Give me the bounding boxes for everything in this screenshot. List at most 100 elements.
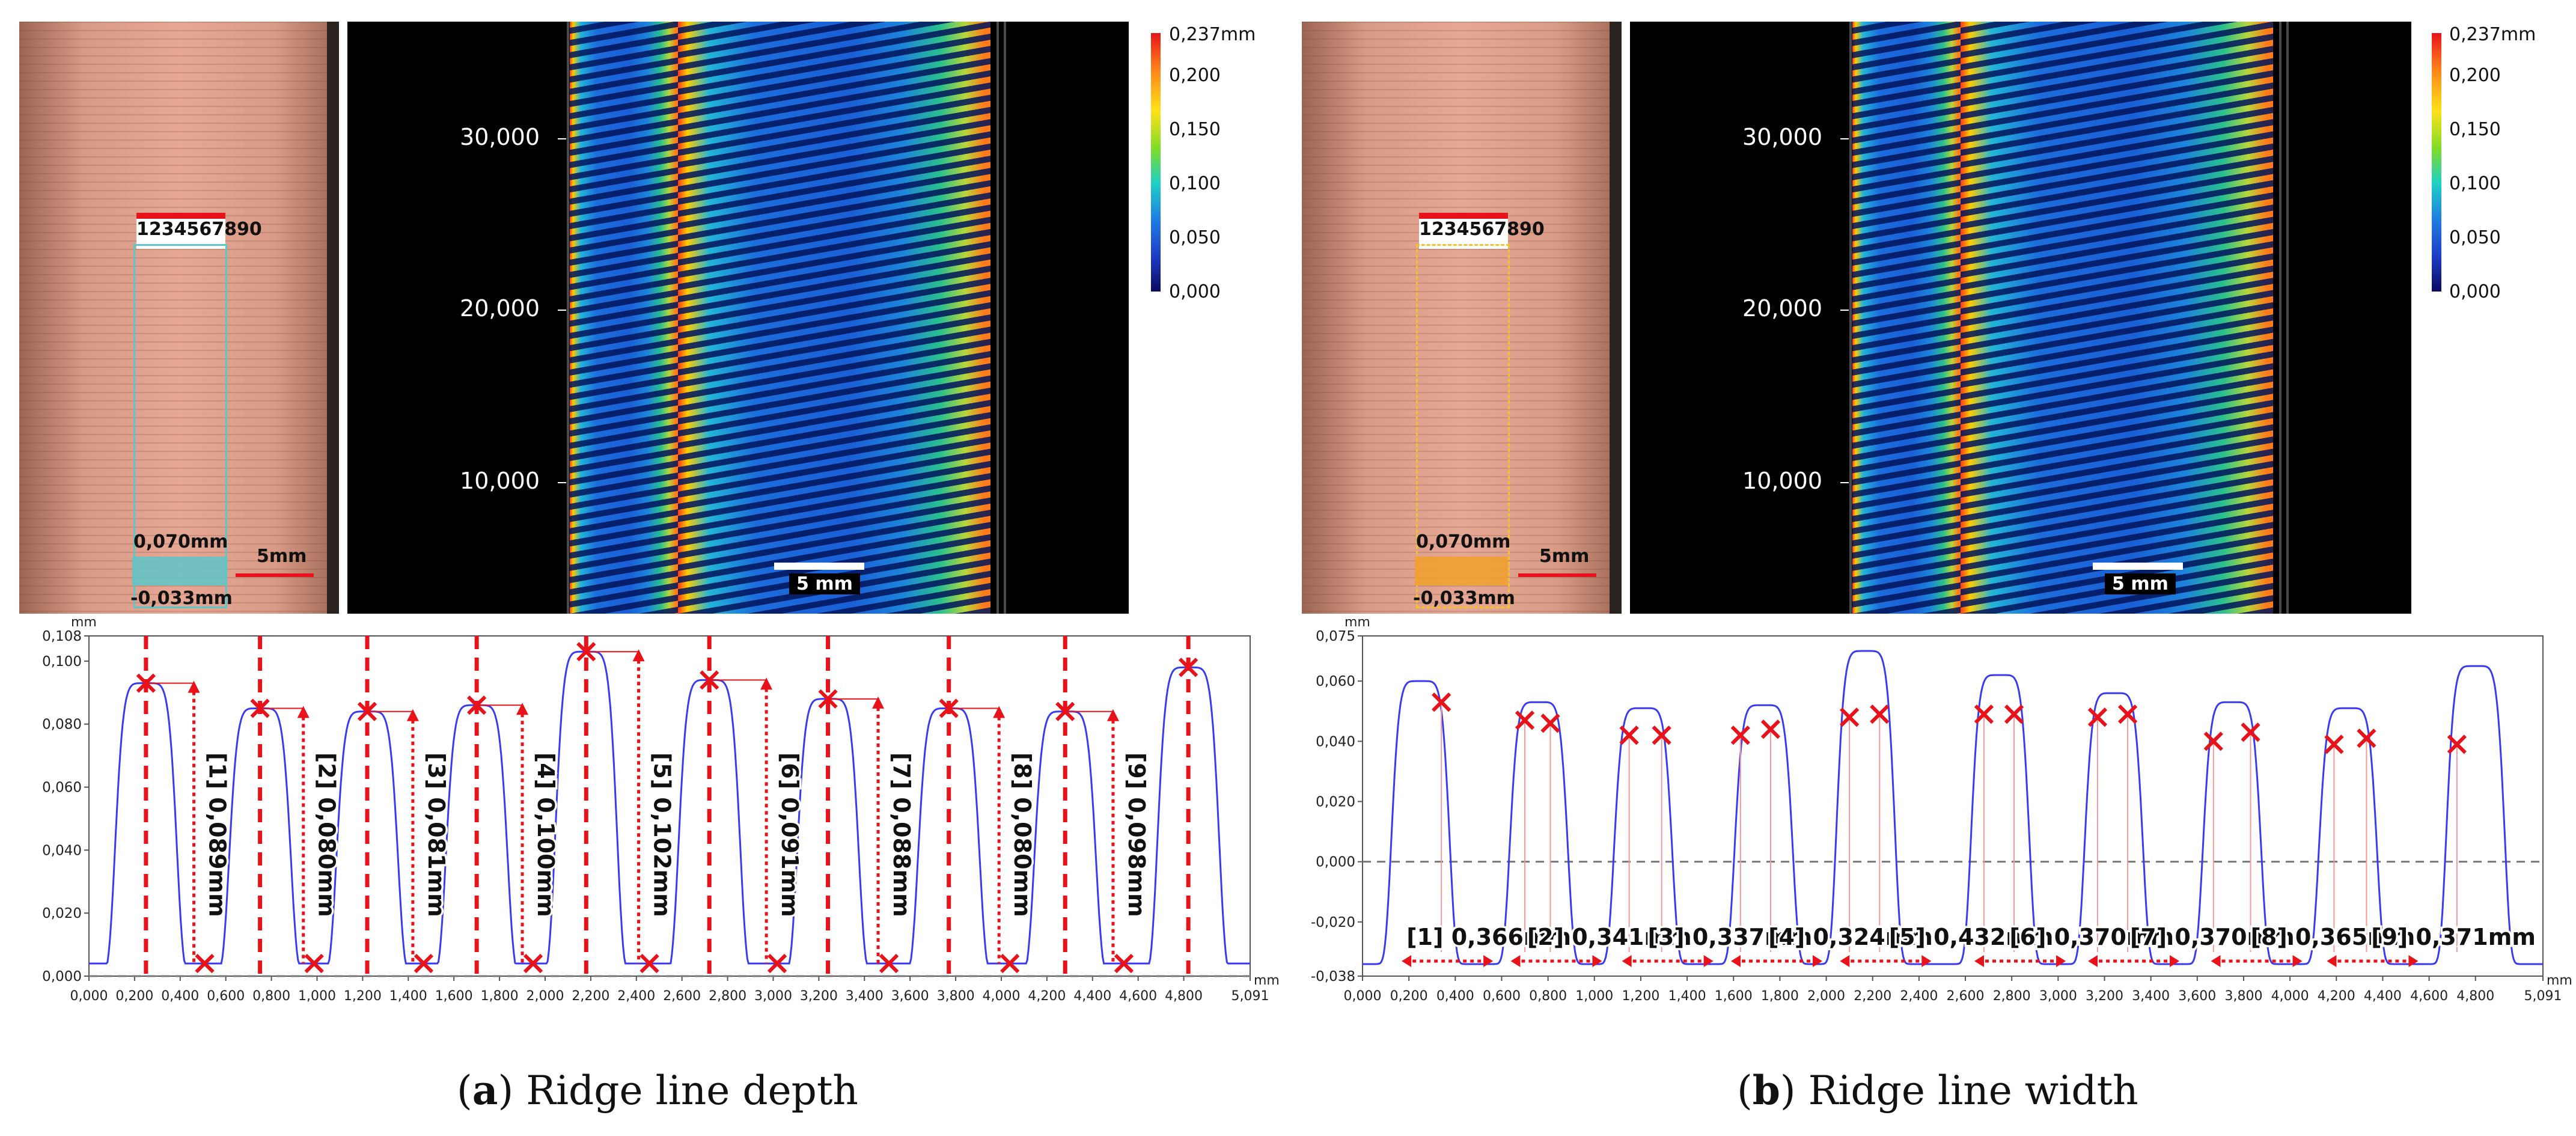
caption-prefix: ( (1737, 1067, 1753, 1114)
photo-label-bottom: -0,033mm (1413, 588, 1515, 609)
x-tick-label: 4,000 (982, 989, 1020, 1004)
arrow-head (1974, 954, 1985, 967)
y-tick-label: 30,000 (1742, 124, 1822, 150)
colorbar-label: 0,200 (2449, 65, 2501, 86)
caption-prefix: ( (457, 1067, 472, 1114)
scale-bar (774, 563, 864, 570)
width-profile-chart: mm mm -0,038 -0,020 0,000 0,020 0,040 0,060 0,07… (1311, 619, 2572, 1004)
x-tick-label: 3,000 (754, 989, 792, 1004)
x-tick-label: 0,400 (161, 989, 199, 1004)
x-tick-label: 4,400 (1073, 989, 1111, 1004)
scale-label: 5mm (1539, 546, 1590, 567)
colorbar-label: 0,150 (2449, 119, 2501, 140)
arrow-head (2211, 954, 2221, 967)
data-point-marker (639, 953, 659, 974)
separator (997, 22, 999, 614)
arrow-head (1592, 954, 1602, 967)
x-tick-label: 2,200 (572, 989, 609, 1004)
photo-label-top: 0,070mm (133, 531, 228, 552)
y-tick (558, 482, 566, 483)
x-tick-label: 3,800 (2224, 989, 2262, 1004)
arrow-head (2088, 954, 2098, 967)
plot-frame (1362, 635, 2544, 977)
data-point-marker (195, 953, 215, 974)
caption-text: ) Ridge line depth (498, 1067, 858, 1114)
y-tick-label: 10,000 (1742, 468, 1822, 494)
x-tick-label: 2,600 (1947, 989, 1985, 1004)
selection-rectangle (1416, 244, 1510, 608)
colorbar-label: 0,200 (1169, 65, 1221, 86)
marker-text: 1234567890 (1419, 219, 1545, 240)
y-tick (1840, 138, 1849, 139)
x-tick-label: 2,000 (526, 989, 564, 1004)
measurement-marker: 1234567890 (1419, 213, 1545, 249)
data-point-marker (523, 953, 543, 974)
data-point-marker (1055, 701, 1075, 721)
arrow-head (2408, 954, 2419, 967)
separator (567, 22, 569, 614)
x-axis-unit: mm (2547, 973, 2572, 988)
arrow-head (1921, 954, 1932, 967)
x-tick-label: 2,200 (1854, 989, 1891, 1004)
data-point-marker (767, 953, 787, 974)
measurement-label: [2] 0,080mm (314, 753, 340, 917)
ridge-band (1852, 22, 1961, 614)
data-point-marker (2241, 722, 2260, 742)
measurement-label: [9] 0,098mm (1123, 753, 1150, 917)
photo-edge (1610, 22, 1622, 614)
arrow-head (1510, 954, 1521, 967)
depth-profile-chart: mm mm 0,000 0,020 0,040 0,060 0,080 0,100 0,108 0… (42, 619, 1280, 1004)
scale-bar (236, 573, 314, 577)
x-tick-label: 4,200 (1028, 989, 1066, 1004)
x-tick-label: 2,600 (663, 989, 701, 1004)
measurement-label: [5] 0,102mm (649, 753, 676, 917)
x-tick-label: 4,800 (1165, 989, 1203, 1004)
data-point-marker (414, 953, 434, 974)
colorbar-label: 0,000 (1169, 281, 1221, 302)
scale-bar (2093, 563, 2183, 570)
arrow-head (1106, 709, 1119, 721)
x-tick-label: 1,600 (1715, 989, 1753, 1004)
x-tick-label: 1,200 (344, 989, 382, 1004)
measurement-label: [8] 0,080mm (1009, 753, 1036, 917)
data-point-marker (1974, 704, 1994, 724)
measurement-label: [2] 0,341mm (1527, 924, 1692, 950)
x-tick-label: 5,091 (1232, 989, 1269, 1004)
colorbar-label: 0,000 (2449, 281, 2501, 302)
x-tick-label: 1,800 (481, 989, 519, 1004)
data-point-marker (467, 695, 487, 715)
x-tick-label: 3,600 (891, 989, 929, 1004)
ridge-texture (1302, 22, 1622, 614)
arrow-head (2327, 954, 2337, 967)
x-tick-label: 4,600 (2410, 989, 2448, 1004)
y-tick-label: 30,000 (460, 124, 540, 150)
y-tick-label: 10,000 (460, 468, 540, 494)
ridge-band (570, 22, 678, 614)
data-point-marker (2004, 704, 2024, 724)
arrow-head (2292, 954, 2303, 967)
depth-profile-line (89, 650, 1250, 965)
y-axis-unit: mm (1344, 619, 1370, 630)
data-point-marker (2447, 734, 2467, 754)
data-point-marker (1730, 725, 1750, 745)
x-tick-label: 5,091 (2524, 989, 2562, 1004)
y-tick (1840, 310, 1849, 311)
arrow-head (1812, 954, 1822, 967)
colorbar-label: 0,237mm (1169, 24, 1256, 45)
data-point-marker (2117, 704, 2138, 724)
ridge-band (678, 22, 990, 614)
x-tick-label: 2,800 (709, 989, 746, 1004)
heatmap-b: 30,000 20,000 10,000 5 mm (1630, 22, 2411, 614)
colorbar-label: 0,050 (2449, 227, 2501, 248)
x-tick-label: 1,200 (1622, 989, 1659, 1004)
finger-photo-a: 1234567890 0,070mm -0,033mm 5mm (19, 22, 339, 614)
y-tick-label: 0,080 (42, 717, 82, 733)
x-tick-label: 4,200 (2318, 989, 2355, 1004)
selection-rectangle (133, 244, 227, 608)
x-tick-label: 1,600 (435, 989, 473, 1004)
arrow-head (297, 706, 310, 718)
photo-label-bottom: -0,033mm (130, 588, 233, 609)
data-point-marker (1000, 953, 1020, 974)
x-tick-label: 3,800 (937, 989, 975, 1004)
caption-letter: a (472, 1067, 498, 1114)
